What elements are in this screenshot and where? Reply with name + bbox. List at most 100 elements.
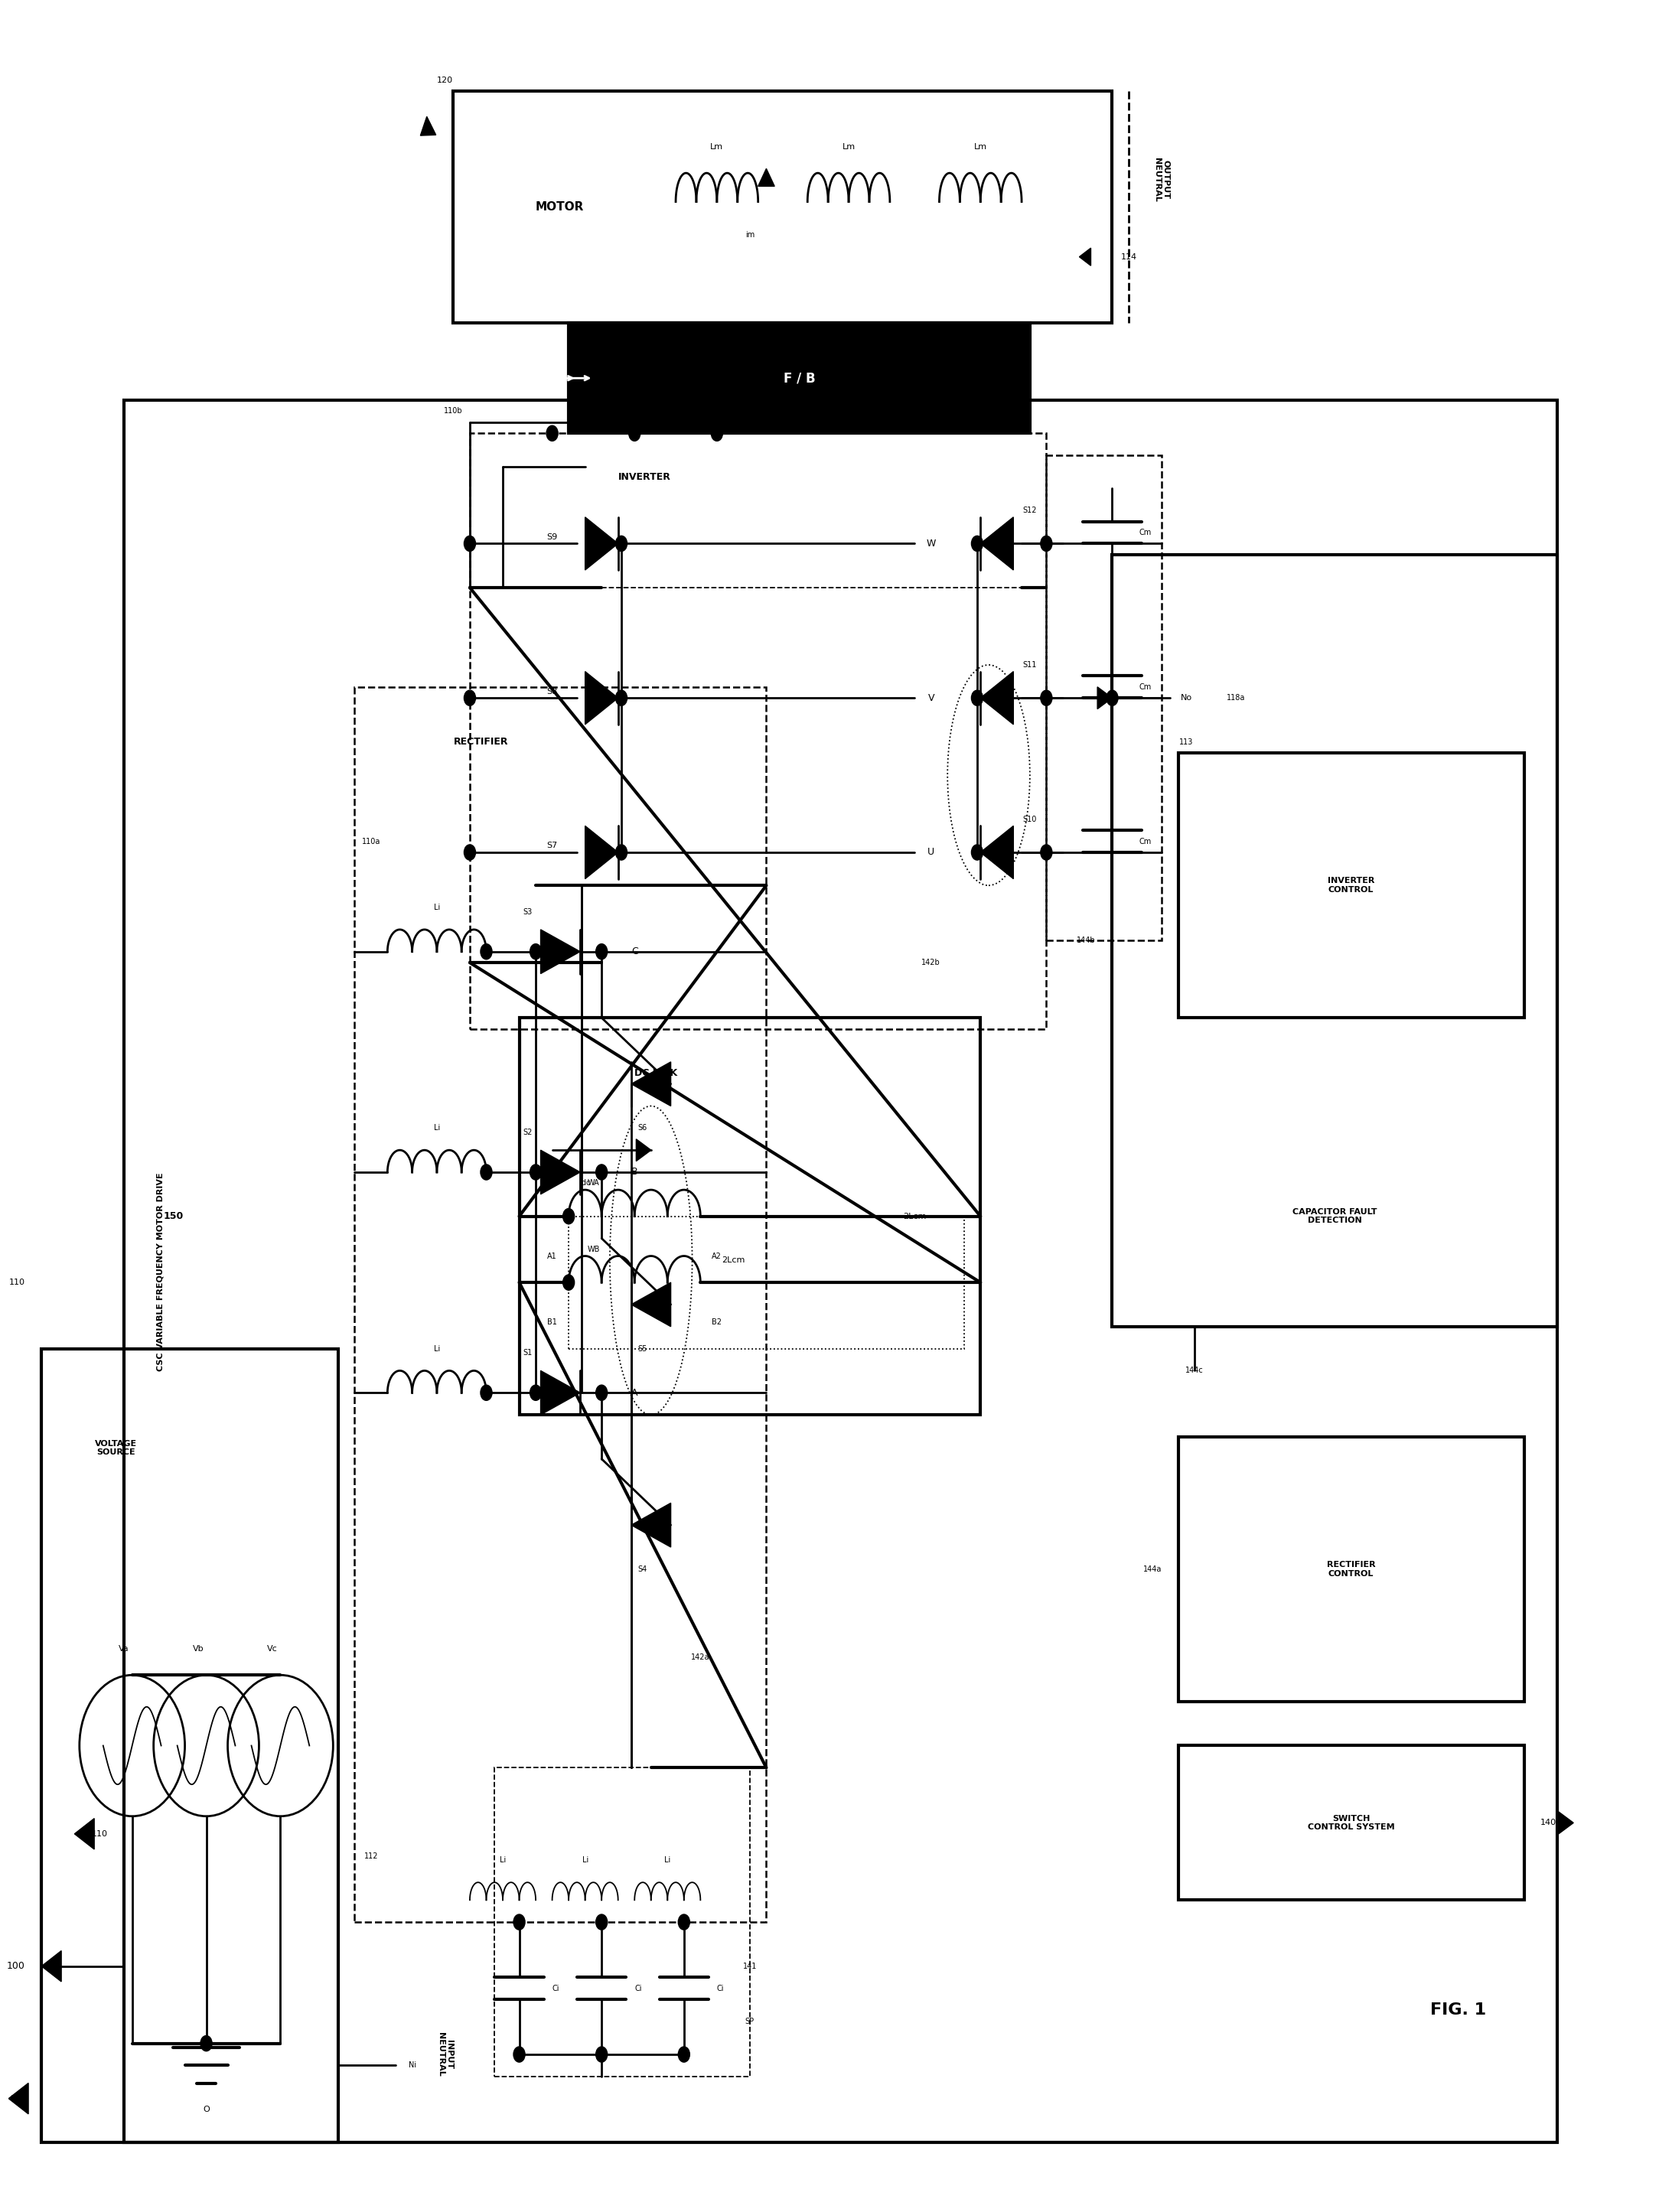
Text: U: U [927,847,934,858]
Circle shape [596,1913,607,1929]
Polygon shape [586,672,619,723]
Text: A1: A1 [547,1252,557,1261]
Text: 113: 113 [1180,739,1193,745]
Text: 2Lcm: 2Lcm [722,1256,745,1265]
Circle shape [514,1913,524,1929]
Circle shape [615,535,627,551]
Polygon shape [75,1818,95,1849]
Text: F / B: F / B [783,372,815,385]
Text: S5: S5 [639,1345,647,1352]
Text: Vb: Vb [192,1646,204,1652]
Text: 2Lcm: 2Lcm [902,1212,926,1221]
Text: 150: 150 [163,1212,184,1221]
Circle shape [465,845,476,860]
Text: Lm: Lm [710,144,723,150]
Circle shape [465,535,476,551]
Circle shape [596,2046,607,2062]
Polygon shape [980,518,1014,571]
Text: WB: WB [587,1245,599,1254]
Text: Cm: Cm [1140,529,1151,535]
Text: 111: 111 [12,2095,25,2101]
Text: S1: S1 [523,1349,533,1356]
Text: S3: S3 [523,909,533,916]
Bar [1047,456,1161,940]
Text: S12: S12 [1024,507,1037,515]
Bar [519,1018,980,1416]
Text: Li: Li [582,1856,589,1865]
Text: FIG. 1: FIG. 1 [1430,2002,1486,2017]
Text: S10: S10 [1024,816,1037,823]
Circle shape [615,845,627,860]
Text: Li: Li [499,1856,506,1865]
Text: 110: 110 [91,1829,108,1838]
Text: Idc: Idc [579,1179,591,1188]
Circle shape [1040,690,1052,706]
Circle shape [679,1913,690,1929]
Text: Ci: Ci [634,1984,642,1993]
Polygon shape [980,825,1014,878]
Text: RECTIFIER
CONTROL: RECTIFIER CONTROL [1327,1562,1375,1577]
Circle shape [1107,690,1118,706]
Polygon shape [41,1951,61,1982]
Text: Li: Li [433,905,440,911]
Text: B1: B1 [547,1318,557,1325]
Polygon shape [8,2084,28,2115]
Circle shape [1040,845,1052,860]
Circle shape [562,1274,574,1290]
Circle shape [529,1385,541,1400]
Text: 110: 110 [8,1279,25,1285]
Polygon shape [1097,688,1112,710]
Bar [569,323,1030,434]
Text: W: W [926,538,936,549]
Text: Lm: Lm [974,144,987,150]
Circle shape [972,845,982,860]
Text: 110a: 110a [362,838,380,845]
Text: V: V [927,692,934,703]
Text: Lm: Lm [843,144,856,150]
Text: S7: S7 [547,843,557,849]
Circle shape [562,1208,574,1223]
Text: 140: 140 [1541,1818,1556,1827]
Text: INVERTER: INVERTER [619,473,670,482]
Text: 141: 141 [743,1962,757,1971]
Text: VOLTAGE
SOURCE: VOLTAGE SOURCE [95,1440,136,1455]
Text: 100: 100 [7,1962,25,1971]
Polygon shape [630,1062,670,1106]
Text: RECTIFIER: RECTIFIER [453,737,508,748]
Text: S2: S2 [523,1128,533,1137]
Text: DC LINK: DC LINK [634,1068,677,1077]
Circle shape [596,1385,607,1400]
Text: WA: WA [587,1179,599,1188]
Text: C: C [630,947,639,956]
Text: B2: B2 [712,1318,722,1325]
Bar [1178,752,1525,1018]
Text: CSC VARIABLE FREQUENCY MOTOR DRIVE: CSC VARIABLE FREQUENCY MOTOR DRIVE [156,1172,164,1371]
Circle shape [972,690,982,706]
Circle shape [972,535,982,551]
Circle shape [529,945,541,960]
Bar [494,1767,750,2077]
Text: Vc: Vc [267,1646,277,1652]
Circle shape [465,690,476,706]
Text: Cm: Cm [1140,838,1151,845]
Circle shape [679,2046,690,2062]
Text: Li: Li [664,1856,670,1865]
Text: Ci: Ci [552,1984,559,1993]
Text: 144a: 144a [1143,1566,1161,1573]
Text: 142b: 142b [921,958,941,967]
Text: 118: 118 [594,540,609,546]
Polygon shape [758,168,775,186]
Bar [453,91,1112,323]
Text: im: im [745,230,755,239]
Circle shape [596,945,607,960]
Polygon shape [630,1283,670,1327]
Circle shape [712,425,723,440]
Bar [469,434,1047,1029]
Text: 120: 120 [436,77,453,84]
Text: Ni: Ni [408,2062,416,2068]
Circle shape [615,690,627,706]
Polygon shape [541,1371,581,1416]
Bar [1178,1438,1525,1701]
Text: Va: Va [119,1646,129,1652]
Circle shape [514,2046,524,2062]
